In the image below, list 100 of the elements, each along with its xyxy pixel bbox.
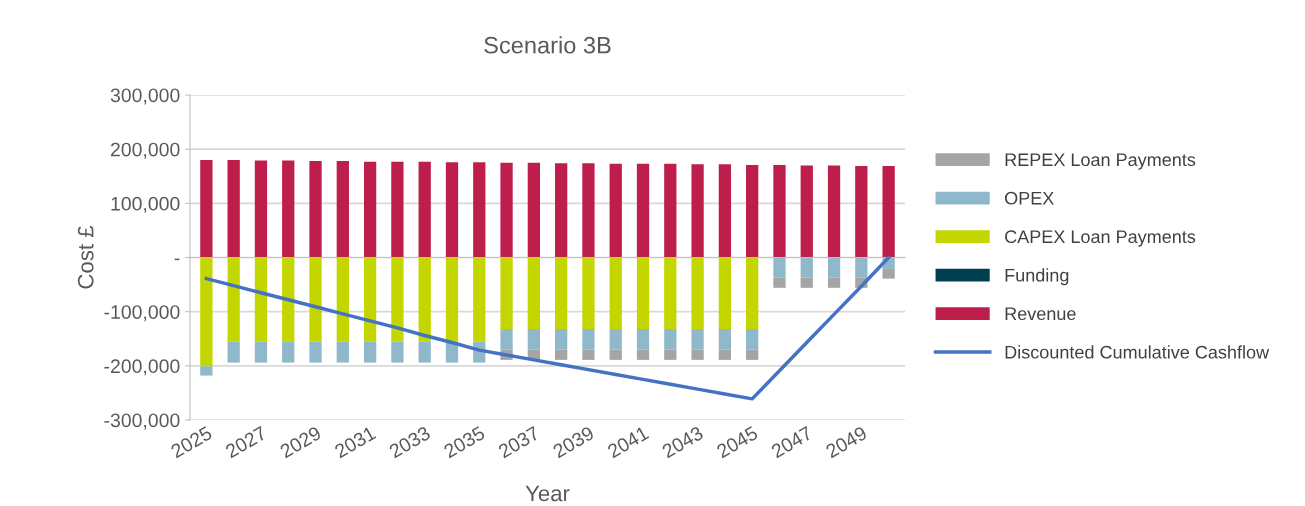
bar xyxy=(882,165,895,258)
bar xyxy=(691,349,704,360)
bar xyxy=(582,257,595,329)
x-tick-label: 2043 xyxy=(661,425,704,459)
bar xyxy=(500,257,513,329)
y-tick-label: -100,000 xyxy=(104,305,180,322)
x-tick-label: 2039 xyxy=(552,425,595,459)
bar xyxy=(555,329,568,350)
bar xyxy=(418,161,431,258)
bar xyxy=(746,329,759,350)
bar xyxy=(609,329,622,350)
bar xyxy=(527,257,540,329)
legend-label: REPEX Loan Payments xyxy=(1005,153,1196,170)
bar xyxy=(254,341,268,363)
x-tick-label: 2037 xyxy=(497,425,541,459)
bar xyxy=(336,341,349,363)
bar xyxy=(282,341,295,363)
bar xyxy=(636,349,650,360)
bar xyxy=(473,257,486,342)
bar xyxy=(309,161,322,258)
y-tick-label: -200,000 xyxy=(104,359,180,376)
legend-label: Revenue xyxy=(1005,307,1076,321)
bar xyxy=(636,257,650,329)
bar xyxy=(609,257,622,329)
bar xyxy=(882,268,895,279)
x-tick-label: 2033 xyxy=(388,425,432,459)
x-tick-label: 2047 xyxy=(770,425,814,459)
bar xyxy=(773,277,786,288)
bar xyxy=(527,329,540,350)
y-tick-label: - xyxy=(174,258,180,261)
bar xyxy=(582,329,595,350)
legend-label: OPEX xyxy=(1005,191,1054,205)
bar xyxy=(718,164,732,258)
bar xyxy=(200,257,213,367)
y-axis-title: Cost £ xyxy=(77,225,94,289)
y-tick-label: 300,000 xyxy=(110,88,180,105)
legend-label: CAPEX Loan Payments xyxy=(1005,230,1196,247)
bar xyxy=(363,257,377,342)
bar xyxy=(636,163,650,258)
x-tick-label: 2031 xyxy=(333,425,377,459)
bar xyxy=(664,349,677,360)
bar xyxy=(363,341,377,363)
x-tick-label: 2049 xyxy=(824,425,868,459)
bar xyxy=(418,341,431,363)
bar xyxy=(691,329,704,350)
bar xyxy=(609,349,622,360)
legend-label: Discounted Cumulative Cashflow xyxy=(1005,345,1270,359)
bar xyxy=(309,341,322,363)
bar xyxy=(691,257,704,329)
bar xyxy=(254,160,268,258)
x-tick-label: 2041 xyxy=(606,425,650,459)
bar xyxy=(827,165,841,258)
bar xyxy=(664,163,677,258)
chart-title: Scenario 3B xyxy=(484,36,611,54)
bar xyxy=(254,257,268,342)
bar xyxy=(418,257,431,342)
bar xyxy=(555,163,568,258)
bar xyxy=(800,165,813,258)
bar xyxy=(555,257,568,329)
bar xyxy=(827,277,841,288)
bar xyxy=(200,366,213,376)
bar xyxy=(336,161,349,258)
bar xyxy=(636,329,650,350)
bar xyxy=(363,161,377,258)
bar xyxy=(555,349,568,360)
bar xyxy=(227,160,240,258)
bar xyxy=(746,164,759,258)
bar xyxy=(800,277,813,288)
bar xyxy=(282,257,295,342)
x-tick-label: 2029 xyxy=(279,425,322,459)
bar xyxy=(391,257,404,342)
bar xyxy=(746,257,759,329)
bar xyxy=(282,160,295,258)
bar xyxy=(609,163,622,258)
x-tick-label: 2027 xyxy=(224,425,268,459)
bar xyxy=(309,257,322,342)
bar xyxy=(582,163,595,258)
line-series xyxy=(204,255,891,401)
bar xyxy=(773,257,786,278)
bar xyxy=(773,164,786,258)
bar xyxy=(500,162,513,258)
bar xyxy=(391,341,404,363)
bar xyxy=(227,341,240,363)
bar xyxy=(800,257,813,278)
bar xyxy=(227,257,240,342)
x-tick-label: 2035 xyxy=(442,425,486,459)
y-tick-label: 100,000 xyxy=(111,196,180,213)
bar xyxy=(718,349,732,360)
bar xyxy=(527,162,540,258)
bar xyxy=(391,161,404,258)
bar xyxy=(855,165,868,258)
bar xyxy=(718,257,732,329)
bar xyxy=(827,257,841,278)
x-axis-title: Year xyxy=(525,485,570,502)
bar xyxy=(718,329,732,350)
bar xyxy=(582,349,595,360)
bar xyxy=(746,349,759,360)
bar xyxy=(500,329,513,350)
legend-label: Funding xyxy=(1005,268,1069,286)
bar xyxy=(445,162,459,258)
